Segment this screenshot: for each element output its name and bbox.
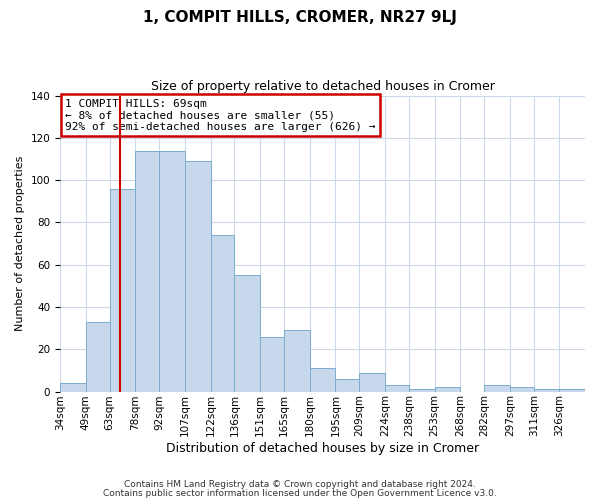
Bar (284, 330, 310, 392)
Bar (359, 372, 385, 392)
Bar (409, 390, 434, 392)
Bar (260, 336, 284, 392)
Bar (310, 368, 335, 392)
Bar (335, 379, 359, 392)
Bar (135, 150, 159, 392)
X-axis label: Distribution of detached houses by size in Cromer: Distribution of detached houses by size … (166, 442, 479, 455)
Bar (434, 388, 460, 392)
Bar (60, 383, 86, 392)
Bar (235, 276, 260, 392)
Text: Contains public sector information licensed under the Open Government Licence v3: Contains public sector information licen… (103, 488, 497, 498)
Bar (385, 385, 409, 392)
Text: Contains HM Land Registry data © Crown copyright and database right 2024.: Contains HM Land Registry data © Crown c… (124, 480, 476, 489)
Text: 1 COMPIT HILLS: 69sqm
← 8% of detached houses are smaller (55)
92% of semi-detac: 1 COMPIT HILLS: 69sqm ← 8% of detached h… (65, 98, 376, 132)
Bar (533, 390, 559, 392)
Bar (510, 388, 533, 392)
Bar (110, 188, 135, 392)
Bar (159, 150, 185, 392)
Bar (185, 161, 211, 392)
Bar (484, 385, 510, 392)
Title: Size of property relative to detached houses in Cromer: Size of property relative to detached ho… (151, 80, 494, 93)
Text: 1, COMPIT HILLS, CROMER, NR27 9LJ: 1, COMPIT HILLS, CROMER, NR27 9LJ (143, 10, 457, 25)
Bar (211, 235, 235, 392)
Y-axis label: Number of detached properties: Number of detached properties (15, 156, 25, 331)
Bar (559, 390, 585, 392)
Bar (86, 322, 110, 392)
